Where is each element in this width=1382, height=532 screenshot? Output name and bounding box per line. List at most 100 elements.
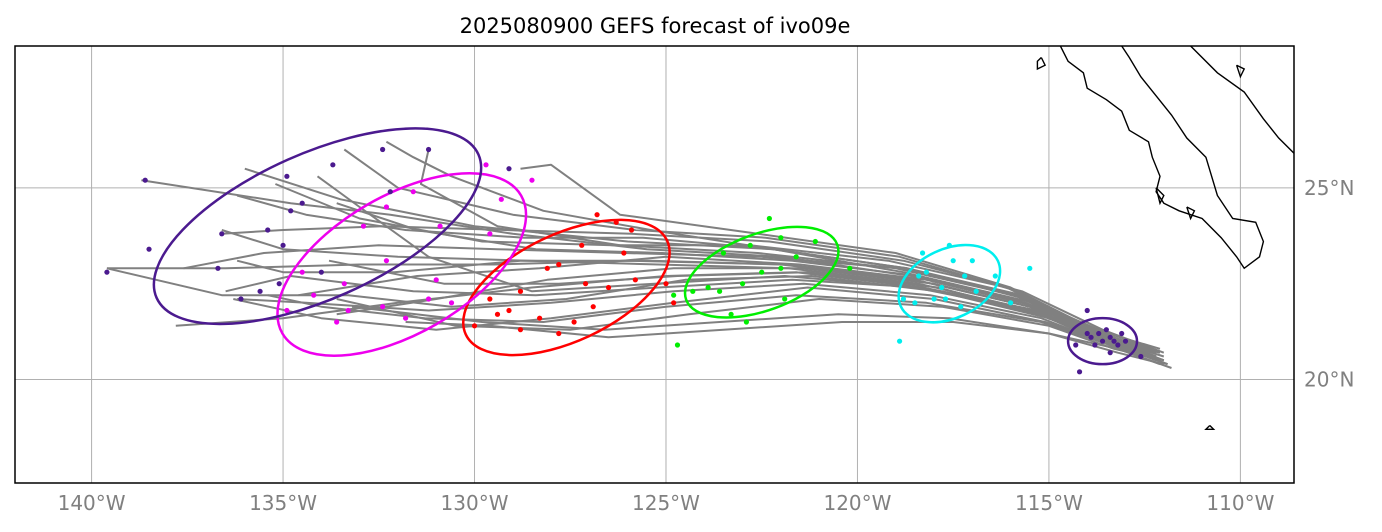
- forecast-position-point: [311, 292, 317, 298]
- forecast-position-point: [1115, 342, 1121, 348]
- forecast-position-point: [962, 273, 968, 279]
- forecast-position-point: [1088, 334, 1094, 340]
- forecast-position-point: [1027, 265, 1033, 271]
- lon-tick-label: 125°W: [632, 491, 700, 515]
- forecast-position-point: [402, 315, 409, 321]
- forecast-position-point: [579, 242, 585, 248]
- forecast-position-point: [556, 330, 562, 337]
- forecast-position-point: [973, 288, 979, 294]
- forecast-position-point: [383, 204, 390, 210]
- forecast-position-point: [219, 231, 225, 237]
- forecast-position-point: [782, 296, 788, 302]
- forecast-position-point: [265, 227, 271, 233]
- forecast-position-point: [345, 307, 351, 314]
- forecast-position-point: [671, 300, 677, 306]
- uncertainty-ellipse: [897, 243, 1002, 324]
- forecast-position-point: [238, 296, 244, 302]
- forecast-position-point: [425, 146, 432, 153]
- forecast-position-point: [341, 281, 347, 287]
- island-outline: [1235, 64, 1246, 79]
- forecast-position-point: [537, 315, 543, 321]
- forecast-position-point: [923, 269, 929, 275]
- forecast-position-point: [628, 227, 635, 233]
- forecast-position-point: [1103, 327, 1109, 333]
- forecast-position-point: [1076, 369, 1083, 375]
- forecast-position-point: [632, 277, 638, 283]
- forecast-position-point: [318, 269, 324, 275]
- forecast-position-point: [1092, 342, 1098, 348]
- ensemble-track: [267, 294, 1161, 362]
- forecast-position-point: [992, 273, 998, 279]
- cluster-day2: [896, 242, 1033, 344]
- forecast-position-point: [142, 177, 148, 183]
- forecast-position-point: [582, 281, 589, 287]
- forecast-position-point: [330, 162, 336, 168]
- forecast-position-point: [1073, 342, 1079, 348]
- uncertainty-ellipse: [1066, 316, 1139, 366]
- forecast-position-point: [556, 261, 562, 268]
- lon-tick-label: 140°W: [58, 491, 126, 515]
- cluster-day5: [276, 162, 535, 357]
- chart-title: 2025080900 GEFS forecast of ivo09e: [460, 14, 851, 38]
- forecast-position-point: [958, 304, 964, 310]
- forecast-position-point: [284, 173, 290, 179]
- forecast-position-point: [1107, 350, 1113, 356]
- forecast-position-point: [380, 146, 386, 153]
- island-outline: [1155, 187, 1165, 206]
- forecast-position-point: [483, 162, 489, 168]
- cluster-day3: [671, 215, 853, 348]
- forecast-position-point: [1084, 330, 1090, 337]
- forecast-position-point: [896, 338, 903, 344]
- forecast-position-point: [716, 288, 723, 294]
- forecast-position-point: [1008, 300, 1014, 306]
- forecast-position-point: [671, 292, 677, 298]
- forecast-position-point: [425, 296, 432, 302]
- axis-labels: 140°W 135°W 130°W 125°W 120°W 115°W 110°W 25°N 2…: [58, 176, 1355, 515]
- forecast-position-point: [766, 215, 772, 222]
- forecast-position-point: [380, 304, 386, 310]
- forecast-position-point: [705, 284, 711, 291]
- forecast-position-point: [728, 311, 734, 317]
- forecast-position-point: [1122, 338, 1129, 344]
- forecast-position-point: [288, 208, 294, 214]
- forecast-position-point: [942, 296, 949, 302]
- forecast-position-point: [919, 250, 926, 256]
- uncertainty-ellipse: [683, 225, 840, 319]
- forecast-position-point: [487, 231, 493, 237]
- lon-tick-label: 135°W: [249, 491, 317, 515]
- forecast-position-point: [1099, 338, 1106, 344]
- forecast-position-point: [544, 265, 550, 271]
- forecast-position-point: [969, 258, 975, 264]
- map-frame: [14, 45, 1295, 484]
- ensemble-track: [225, 275, 1165, 362]
- forecast-position-point: [494, 311, 501, 317]
- lon-tick-label: 130°W: [441, 491, 509, 515]
- forecast-position-point: [1111, 338, 1117, 344]
- forecast-position-point: [778, 265, 784, 271]
- coastline: [1036, 46, 1294, 430]
- forecast-position-point: [410, 189, 416, 195]
- forecast-position-point: [931, 296, 937, 302]
- forecast-position-point: [739, 281, 746, 287]
- forecast-position-point: [590, 304, 596, 310]
- forecast-position-point: [950, 258, 956, 264]
- forecast-position-point: [383, 258, 390, 264]
- forecast-position-point: [448, 300, 455, 306]
- forecast-position-point: [387, 189, 393, 195]
- forecast-position-point: [506, 166, 512, 172]
- cluster-day1: [1066, 307, 1144, 375]
- forecast-position-point: [1119, 330, 1125, 337]
- forecast-position-point: [104, 269, 110, 275]
- forecast-clusters: [104, 127, 1144, 375]
- forecast-position-point: [299, 200, 305, 206]
- forecast-position-point: [613, 219, 619, 225]
- lon-tick-label: 120°W: [823, 491, 891, 515]
- forecast-position-point: [759, 269, 765, 275]
- island-outline: [1204, 424, 1216, 430]
- ensemble-track: [316, 175, 1157, 358]
- lon-tick-label: 115°W: [1015, 491, 1083, 515]
- baja-california-coast: [1059, 46, 1265, 270]
- uncertainty-ellipse: [462, 218, 671, 357]
- forecast-position-point: [360, 223, 367, 229]
- uncertainty-ellipse: [276, 172, 528, 357]
